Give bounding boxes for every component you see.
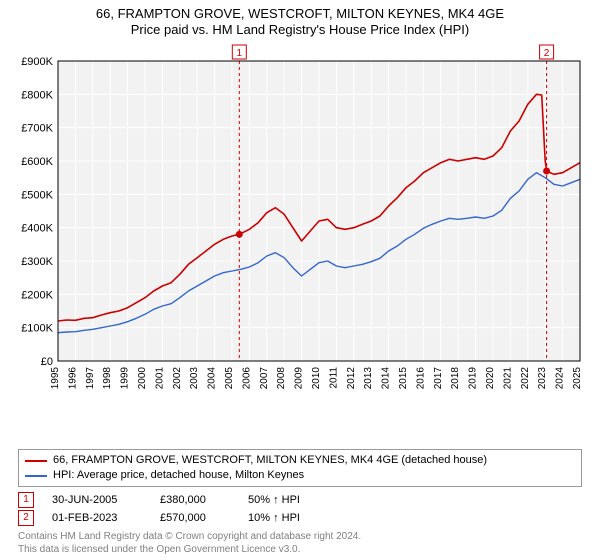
svg-text:2007: 2007: [259, 366, 270, 389]
svg-text:2002: 2002: [172, 366, 183, 389]
svg-text:2009: 2009: [294, 366, 305, 389]
sale-price: £570,000: [160, 512, 230, 524]
svg-text:£100K: £100K: [21, 322, 53, 334]
sale-delta: 50% ↑ HPI: [248, 494, 300, 506]
svg-text:£400K: £400K: [21, 222, 53, 234]
svg-text:2025: 2025: [572, 366, 583, 389]
chart-container: 66, FRAMPTON GROVE, WESTCROFT, MILTON KE…: [0, 0, 600, 560]
chart-plot: £0 £100K £200K £300K £400K £500K £600K £700K £80…: [10, 43, 590, 446]
chart-title-sub: Price paid vs. HM Land Registry's House …: [10, 22, 590, 38]
svg-text:2012: 2012: [346, 366, 357, 389]
svg-text:£600K: £600K: [21, 156, 53, 168]
svg-text:1999: 1999: [120, 366, 131, 389]
sale-row: 1 30-JUN-2005 £380,000 50% ↑ HPI: [18, 491, 582, 509]
sale-date: 30-JUN-2005: [52, 494, 142, 506]
svg-text:1998: 1998: [102, 366, 113, 389]
sale-marker-id: 1: [23, 495, 29, 505]
svg-text:2000: 2000: [137, 366, 148, 389]
svg-text:2023: 2023: [537, 366, 548, 389]
legend-swatch: [25, 475, 47, 477]
sale-date: 01-FEB-2023: [52, 512, 142, 524]
svg-text:2003: 2003: [189, 366, 200, 389]
svg-text:1996: 1996: [67, 366, 78, 389]
svg-text:£800K: £800K: [21, 89, 53, 101]
svg-text:2019: 2019: [468, 366, 479, 389]
legend-item: 66, FRAMPTON GROVE, WESTCROFT, MILTON KE…: [25, 453, 575, 468]
sales-table: 1 30-JUN-2005 £380,000 50% ↑ HPI 2 01-FE…: [18, 491, 582, 527]
svg-text:1: 1: [237, 48, 243, 59]
svg-text:£200K: £200K: [21, 289, 53, 301]
svg-text:2014: 2014: [381, 366, 392, 389]
svg-text:£0: £0: [41, 356, 53, 368]
chart-titles: 66, FRAMPTON GROVE, WESTCROFT, MILTON KE…: [10, 6, 590, 39]
svg-text:2006: 2006: [241, 366, 252, 389]
svg-text:2013: 2013: [363, 366, 374, 389]
svg-text:2017: 2017: [433, 366, 444, 389]
sale-price: £380,000: [160, 494, 230, 506]
svg-text:2021: 2021: [502, 366, 513, 389]
footer-line: This data is licensed under the Open Gov…: [18, 544, 582, 557]
svg-text:2015: 2015: [398, 366, 409, 389]
svg-text:2005: 2005: [224, 366, 235, 389]
sale-marker-icon: 2: [18, 510, 34, 526]
svg-text:£700K: £700K: [21, 122, 53, 134]
chart-title-main: 66, FRAMPTON GROVE, WESTCROFT, MILTON KE…: [10, 6, 590, 22]
legend-label: 66, FRAMPTON GROVE, WESTCROFT, MILTON KE…: [53, 453, 487, 468]
svg-text:2016: 2016: [415, 366, 426, 389]
legend-swatch: [25, 460, 47, 462]
sale-row: 2 01-FEB-2023 £570,000 10% ↑ HPI: [18, 509, 582, 527]
svg-text:£300K: £300K: [21, 256, 53, 268]
svg-text:2004: 2004: [207, 366, 218, 389]
legend: 66, FRAMPTON GROVE, WESTCROFT, MILTON KE…: [18, 449, 582, 487]
svg-text:1997: 1997: [85, 366, 96, 389]
svg-text:2024: 2024: [555, 366, 566, 389]
svg-text:2011: 2011: [328, 366, 339, 388]
svg-text:2020: 2020: [485, 366, 496, 389]
svg-text:2018: 2018: [450, 366, 461, 389]
svg-text:£900K: £900K: [21, 56, 53, 68]
svg-text:£500K: £500K: [21, 189, 53, 201]
sale-marker-icon: 1: [18, 492, 34, 508]
sale-marker-id: 2: [23, 513, 29, 523]
footer-attribution: Contains HM Land Registry data © Crown c…: [18, 531, 582, 556]
footer-line: Contains HM Land Registry data © Crown c…: [18, 531, 582, 544]
svg-text:1995: 1995: [50, 366, 61, 389]
legend-label: HPI: Average price, detached house, Milt…: [53, 468, 304, 483]
svg-text:2: 2: [544, 48, 550, 59]
svg-text:2008: 2008: [276, 366, 287, 389]
sale-delta: 10% ↑ HPI: [248, 512, 300, 524]
svg-text:2010: 2010: [311, 366, 322, 389]
svg-text:2022: 2022: [520, 366, 531, 389]
legend-item: HPI: Average price, detached house, Milt…: [25, 468, 575, 483]
svg-text:2001: 2001: [154, 366, 165, 389]
chart-svg: £0 £100K £200K £300K £400K £500K £600K £700K £80…: [10, 43, 590, 403]
